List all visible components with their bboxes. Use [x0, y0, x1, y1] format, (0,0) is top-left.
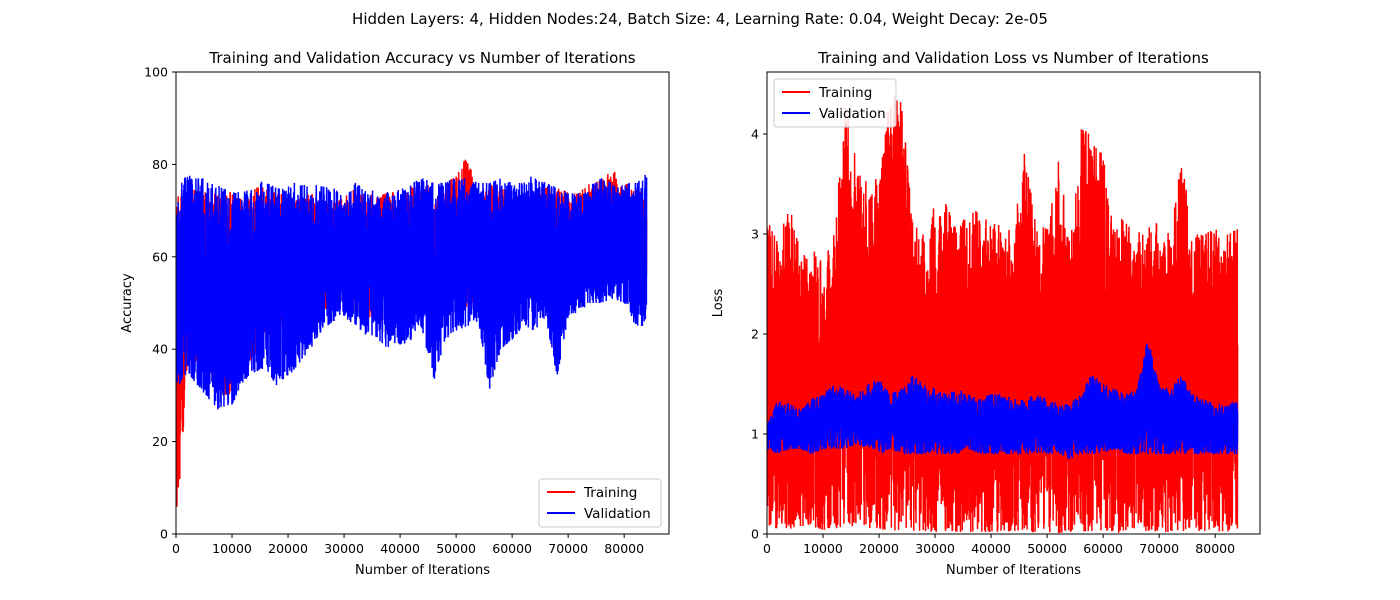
series-line-validation: [767, 343, 1239, 459]
x-tick-label: 40000: [971, 541, 1011, 556]
y-tick-label: 0: [751, 527, 759, 542]
y-tick-label: 4: [751, 127, 759, 142]
y-tick-label: 0: [160, 527, 168, 542]
x-axis-label: Number of Iterations: [355, 563, 490, 578]
legend-label-validation: Validation: [819, 106, 886, 122]
x-tick-label: 20000: [859, 541, 899, 556]
loss-chart: 0 10000 20000 30000 40000 50000 60000 70000 8000…: [711, 49, 1261, 578]
x-tick-label: 0: [172, 541, 180, 556]
series-group: [767, 96, 1239, 533]
x-tick-label: 30000: [324, 541, 364, 556]
y-tick-label: 1: [751, 427, 759, 442]
x-tick-label: 50000: [1027, 541, 1067, 556]
accuracy-chart: 0 10000 20000 30000 40000 50000 60000 70000 8000…: [120, 49, 670, 578]
y-tick-label: 3: [751, 227, 759, 242]
legend-label-validation: Validation: [584, 506, 651, 522]
x-tick-label: 70000: [1139, 541, 1179, 556]
x-tick-label: 70000: [548, 541, 588, 556]
legend-label-training: Training: [818, 85, 872, 101]
series-group: [176, 159, 648, 507]
x-tick-label: 20000: [268, 541, 308, 556]
y-tick-label: 80: [152, 157, 168, 172]
axes-frame: [175, 71, 670, 535]
x-tick-label: 30000: [915, 541, 955, 556]
y-tick-label: 100: [144, 65, 168, 80]
legend: Training Validation: [773, 78, 897, 128]
chart-title: Training and Validation Loss vs Number o…: [817, 49, 1209, 67]
figure-suptitle: Hidden Layers: 4, Hidden Nodes:24, Batch…: [352, 10, 1048, 28]
series-line-validation: [176, 174, 648, 410]
y-axis-label: Accuracy: [120, 273, 135, 333]
y-tick-label: 2: [751, 327, 759, 342]
y-tick-label: 40: [152, 342, 168, 357]
x-axis-label: Number of Iterations: [946, 563, 1081, 578]
x-tick-label: 60000: [492, 541, 532, 556]
y-axis-label: Loss: [711, 289, 726, 318]
x-tick-label: 40000: [380, 541, 420, 556]
x-tick-label: 50000: [436, 541, 476, 556]
x-tick-label: 10000: [803, 541, 843, 556]
y-tick-label: 60: [152, 249, 168, 264]
x-tick-label: 80000: [1195, 541, 1235, 556]
x-tick-label: 60000: [1083, 541, 1123, 556]
chart-title: Training and Validation Accuracy vs Numb…: [208, 49, 635, 67]
legend: Training Validation: [538, 478, 662, 528]
y-tick-label: 20: [152, 434, 168, 449]
x-tick-label: 10000: [212, 541, 252, 556]
x-tick-label: 0: [763, 541, 771, 556]
x-tick-label: 80000: [604, 541, 644, 556]
legend-label-training: Training: [583, 485, 637, 501]
axes-frame: [766, 71, 1261, 535]
